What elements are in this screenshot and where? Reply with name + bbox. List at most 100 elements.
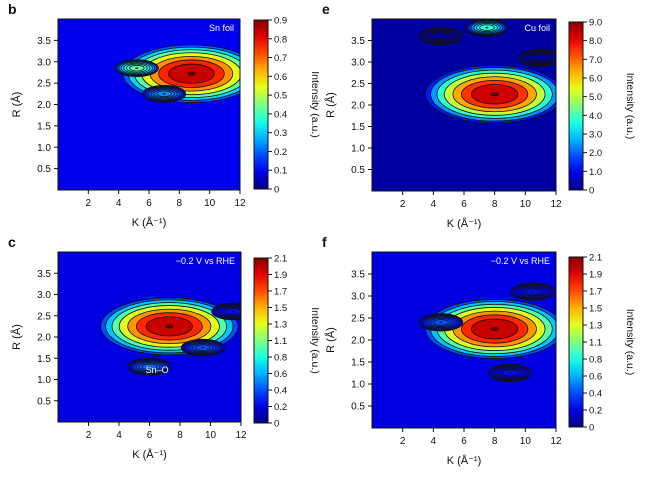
x-tick-label: 10: [204, 198, 216, 209]
inset-label: −0.2 V vs RHE: [491, 256, 550, 266]
y-tick-label: 2.0: [37, 333, 51, 344]
colorbar-tick-label: 0.5: [274, 91, 287, 102]
panel-letter: b: [8, 1, 17, 17]
data-peak: [127, 357, 172, 376]
colorbar-tick-label: 0.3: [274, 128, 287, 139]
x-tick-label: 6: [147, 430, 153, 441]
colorbar: 0 0.1 0.2 0.3 0.4 0.5 0.6 0.7 0.8 0.9 Intensity (a…: [253, 16, 321, 196]
colorbar-title: Intensity (a.u.): [309, 307, 321, 374]
y-tick-label: 0.5: [37, 164, 51, 175]
y-axis: 0.5 1.0 1.5 2.0 2.5 3.0 3.5: [37, 269, 58, 407]
colorbar-tick-label: 0: [589, 423, 594, 434]
panel-letter: c: [8, 234, 16, 250]
y-tick-label: 2.5: [351, 314, 365, 325]
x-axis: 2 4 6 8 10 12: [86, 190, 246, 209]
colorbar: 0 0.2 0.4 0.6 0.8 1.1 1.3 1.5 1.7 1.9 2.1 Intensity…: [253, 254, 321, 430]
annotation-label: Sn–O: [146, 365, 169, 375]
x-tick-label: 10: [520, 199, 532, 210]
panel-f: 2 4 6 8 10 12 0.5 1.0 1.5 2.0 2.5 3.0 3.5 K (Å⁻¹) R (Å…: [322, 234, 636, 467]
colorbar-title: Intensity (a.u.): [624, 73, 636, 140]
colorbar-tick-label: 0.6: [274, 369, 287, 380]
colorbar-tick-label: 5.0: [589, 92, 602, 103]
colorbar-tick-label: 4.0: [589, 111, 602, 122]
inset-label: Sn foil: [209, 23, 234, 33]
data-peak: [211, 302, 241, 321]
y-axis: 0.5 1.0 1.5 2.0 2.5 3.0 3.5: [351, 270, 372, 413]
y-tick-label: 2.5: [351, 79, 365, 90]
colorbar-tick-label: 1.5: [274, 303, 287, 314]
colorbar-tick-label: 8.0: [589, 36, 602, 47]
data-peak: [418, 313, 464, 332]
colorbar-tick-label: 1.3: [589, 321, 602, 332]
colorbar-gradient: [253, 19, 269, 190]
x-tick-label: 4: [116, 430, 122, 441]
y-tick-label: 1.5: [351, 358, 365, 369]
colorbar: 0 0.2 0.4 0.6 0.8 1.1 1.3 1.5 1.7 1.9 2.1 Intensity…: [568, 253, 636, 434]
x-tick-label: 2: [400, 436, 406, 447]
colorbar-tick-label: 1.1: [589, 338, 602, 349]
colorbar-tick-label: 9.0: [589, 18, 602, 29]
y-axis-title: R (Å): [10, 92, 23, 118]
y-tick-label: 3.0: [351, 58, 365, 69]
colorbar-tick-label: 1.7: [589, 287, 602, 298]
colorbar-tick-label: 1.3: [274, 320, 287, 331]
x-tick-label: 6: [461, 436, 467, 447]
y-tick-label: 0.5: [351, 165, 365, 176]
colorbar-tick-label: 0.8: [274, 34, 287, 45]
data-peak: [180, 338, 225, 357]
panel-letter: f: [322, 234, 327, 250]
colorbar-tick-label: 2.1: [589, 253, 602, 264]
colorbar-tick-label: 7.0: [589, 55, 602, 66]
y-tick-label: 2.5: [37, 79, 51, 90]
x-axis-title: K (Å⁻¹): [447, 454, 482, 467]
data-peak: [425, 299, 556, 359]
colorbar-tick-label: 3.0: [589, 130, 602, 141]
colorbar-title: Intensity (a.u.): [309, 71, 321, 138]
inset-label: −0.2 V vs RHE: [176, 256, 235, 266]
x-tick-label: 12: [234, 198, 246, 209]
y-axis-title: R (Å): [10, 324, 23, 350]
colorbar-tick-label: 0.7: [274, 53, 287, 64]
colorbar-tick-label: 1.7: [274, 287, 287, 298]
x-tick-label: 10: [520, 436, 532, 447]
panel-e: 2 4 6 8 10 12 0.5 1.0 1.5 2.0 2.5 3.0 3.5 K (Å⁻¹) R (Å…: [322, 1, 636, 230]
colorbar-tick-label: 2.1: [274, 254, 287, 265]
colorbar-tick-label: 0.6: [274, 72, 287, 83]
x-tick-label: 6: [146, 198, 152, 209]
y-tick-label: 2.0: [37, 100, 51, 111]
colorbar-tick-label: 0.4: [589, 389, 602, 400]
colorbar-tick-label: 0.6: [589, 372, 602, 383]
y-tick-label: 3.5: [37, 269, 51, 280]
y-tick-label: 1.5: [37, 354, 51, 365]
y-tick-label: 3.5: [351, 270, 365, 281]
colorbar-gradient: [568, 256, 584, 428]
colorbar: 0 1.0 2.0 3.0 4.0 5.0 6.0 7.0 8.0 9.0 Intensity (a…: [568, 18, 636, 197]
panel-c: 2 4 6 8 10 12 0.5 1.0 1.5 2.0 2.5 3.0 3.5 K (Å⁻¹) R (Å…: [8, 234, 321, 461]
y-tick-label: 2.0: [351, 101, 365, 112]
x-tick-label: 2: [86, 430, 92, 441]
y-tick-label: 1.0: [351, 144, 365, 155]
y-tick-label: 1.0: [351, 380, 365, 391]
y-tick-label: 2.5: [37, 311, 51, 322]
data-peak: [425, 64, 556, 124]
colorbar-title: Intensity (a.u.): [624, 309, 636, 376]
data-peak: [142, 84, 187, 103]
colorbar-tick-label: 0.4: [274, 109, 287, 120]
data-peak: [510, 282, 556, 301]
data-peak: [487, 363, 533, 383]
x-axis: 2 4 6 8 10 12: [400, 191, 562, 210]
y-tick-label: 0.5: [351, 402, 365, 413]
panel-letter: e: [322, 1, 330, 17]
colorbar-tick-label: 0.8: [589, 355, 602, 366]
data-peak: [418, 27, 464, 46]
colorbar-tick-label: 0.8: [274, 353, 287, 364]
y-tick-label: 3.0: [37, 57, 51, 68]
colorbar-tick-label: 0.9: [274, 16, 287, 27]
colorbar-tick-label: 0.4: [274, 386, 287, 397]
colorbar-gradient: [253, 257, 269, 424]
colorbar-tick-label: 0.2: [274, 402, 287, 413]
colorbar-tick-label: 1.1: [274, 336, 287, 347]
x-axis-title: K (Å⁻¹): [132, 216, 167, 229]
